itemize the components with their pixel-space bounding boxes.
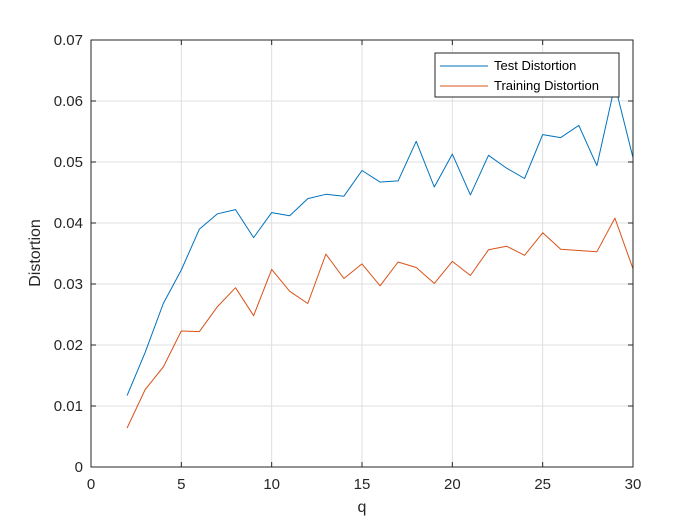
y-tick-label: 0 [75,459,83,476]
x-tick-label: 10 [263,476,280,493]
series-line-test [126,84,634,396]
x-tick-label: 30 [625,476,642,493]
y-axis-label: Distortion [27,219,44,287]
x-tick-label: 5 [177,476,185,493]
y-tick-label: 0.04 [54,215,83,232]
legend-box [434,52,620,98]
x-tick-label: 15 [354,476,371,493]
x-tick-label: 25 [534,476,551,493]
x-tick-label: 20 [444,476,461,493]
series-line-training [126,217,634,429]
tick-labels: 0 5 10 15 20 25 30 0 0.01 0.02 0.03 0.04 0.05 0.06 0.0… [54,32,642,493]
y-tick-label: 0.06 [54,93,83,110]
x-tick-label: 0 [87,476,95,493]
legend: Test Distortion Training Distortion [434,52,620,98]
ticks [90,39,634,468]
series-layer [126,84,634,429]
y-tick-label: 0.01 [54,398,83,415]
legend-label-test: Test Distortion [494,58,576,73]
grid [91,40,633,467]
y-tick-label: 0.03 [54,276,83,293]
legend-label-training: Training Distortion [494,78,599,93]
y-tick-label: 0.07 [54,32,83,49]
y-tick-label: 0.02 [54,337,83,354]
x-axis-label: q [358,499,367,516]
y-tick-label: 0.05 [54,154,83,171]
